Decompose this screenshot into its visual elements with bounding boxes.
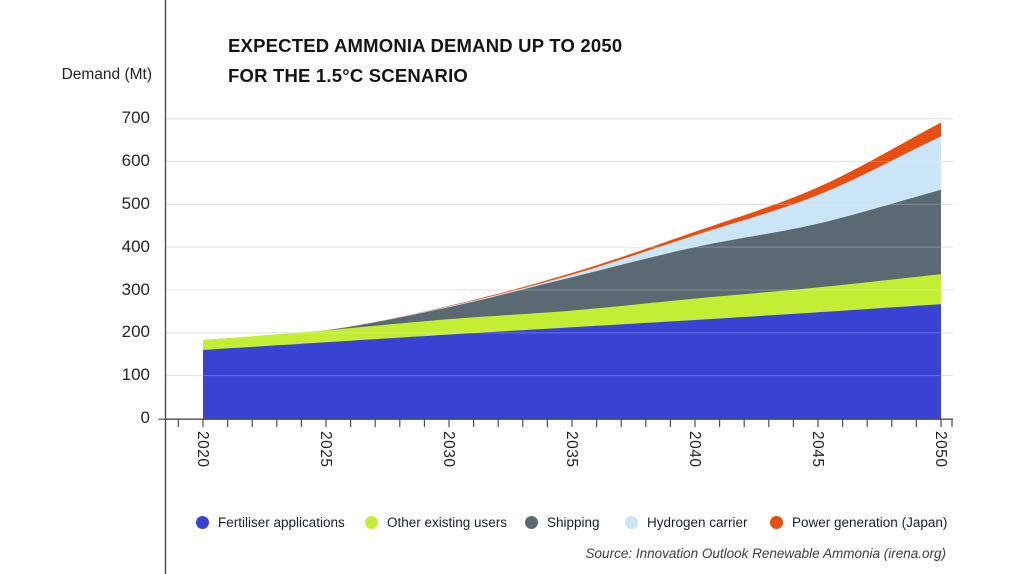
legend-label: Shipping xyxy=(547,514,600,530)
x-tick-label-2020: 2020 xyxy=(194,431,211,468)
legend-label: Hydrogen carrier xyxy=(647,514,748,530)
legend-label: Power generation (Japan) xyxy=(792,514,948,530)
legend-item-other-existing-users: Other existing users xyxy=(365,514,507,530)
legend-label: Other existing users xyxy=(387,514,508,530)
legend-item-fertiliser-applications: Fertiliser applications xyxy=(196,514,345,530)
chart-title: EXPECTED AMMONIA DEMAND UP TO 2050 FOR T… xyxy=(228,31,622,91)
x-tick-label-2045: 2045 xyxy=(809,431,826,468)
x-tick-label-2035: 2035 xyxy=(563,431,580,468)
x-tick-label-2040: 2040 xyxy=(686,431,703,468)
y-tick-label-500: 500 xyxy=(121,193,150,213)
y-tick-label-600: 600 xyxy=(121,151,150,171)
chart-title-line2: FOR THE 1.5°C SCENARIO xyxy=(228,65,468,86)
legend-item-power-generation-japan: Power generation (Japan) xyxy=(770,514,947,530)
y-tick-label-300: 300 xyxy=(121,279,150,299)
x-tick-label-2050: 2050 xyxy=(932,431,949,468)
x-tick-label-2025: 2025 xyxy=(317,431,334,468)
y-tick-label-700: 700 xyxy=(121,108,150,128)
y-tick-label-0: 0 xyxy=(140,408,150,427)
x-tick-label-2030: 2030 xyxy=(440,431,457,468)
legend-dot-power-generation-japan xyxy=(770,515,783,529)
legend-dot-fertiliser-applications xyxy=(196,515,209,529)
y-axis-label: Demand (Mt) xyxy=(61,66,152,83)
area-fertiliser-applications xyxy=(203,304,941,419)
legend-dot-shipping xyxy=(525,515,538,529)
legend-label: Fertiliser applications xyxy=(218,514,345,530)
chart-title-line1: EXPECTED AMMONIA DEMAND UP TO 2050 xyxy=(228,35,623,56)
legend-item-shipping: Shipping xyxy=(525,514,600,530)
source-credit: Source: Innovation Outlook Renewable Amm… xyxy=(585,546,946,561)
legend-dot-other-existing-users xyxy=(365,515,378,529)
legend-dot-hydrogen-carrier xyxy=(625,515,638,529)
y-tick-label-400: 400 xyxy=(121,236,150,256)
y-tick-label-100: 100 xyxy=(121,365,150,385)
legend-item-hydrogen-carrier: Hydrogen carrier xyxy=(625,514,748,530)
y-tick-label-200: 200 xyxy=(121,322,150,342)
